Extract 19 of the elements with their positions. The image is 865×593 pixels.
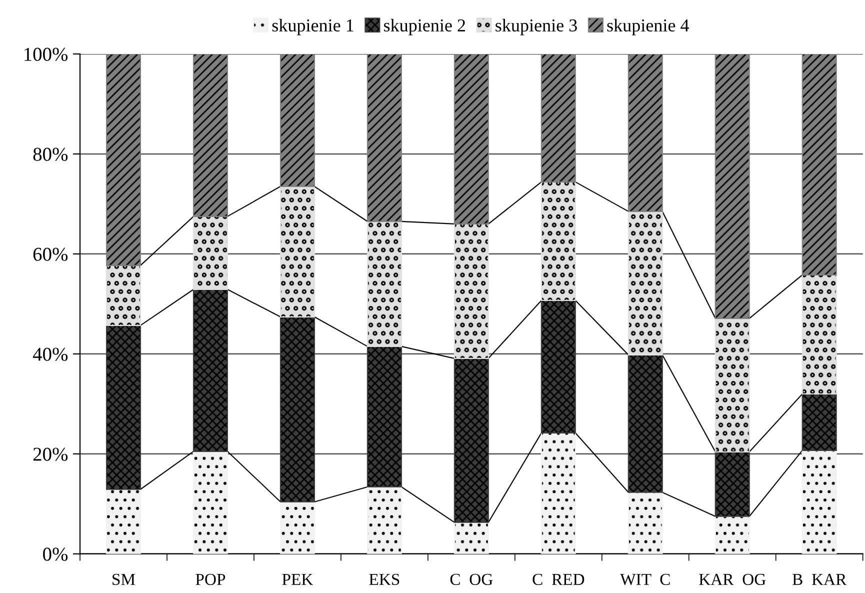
- x-tick-label: WIT C: [620, 574, 670, 586]
- y-tick-label: 20%: [33, 448, 68, 461]
- y-tick-label: 60%: [33, 248, 68, 261]
- legend-label: skupienie 1: [272, 18, 354, 36]
- x-tick-label: C OG: [450, 574, 493, 586]
- y-tick-label: 40%: [32, 348, 68, 361]
- x-tick-label: EKS: [369, 574, 400, 586]
- y-tick-label: 0%: [43, 548, 68, 561]
- x-tick-label: KAR OG: [699, 574, 766, 586]
- x-tick-label: B KAR: [792, 574, 847, 585]
- x-tick-label: SM: [112, 574, 136, 586]
- legend-label: skupienie 4: [607, 18, 689, 36]
- x-tick-label: PEK: [282, 574, 314, 585]
- legend-label: skupienie 2: [384, 18, 466, 36]
- y-tick-label: 80%: [33, 148, 68, 161]
- x-tick-label: C RED: [532, 574, 584, 586]
- y-tick-label: 100%: [24, 48, 68, 61]
- legend-label: skupienie 3: [496, 18, 577, 36]
- x-tick-label: POP: [196, 574, 226, 586]
